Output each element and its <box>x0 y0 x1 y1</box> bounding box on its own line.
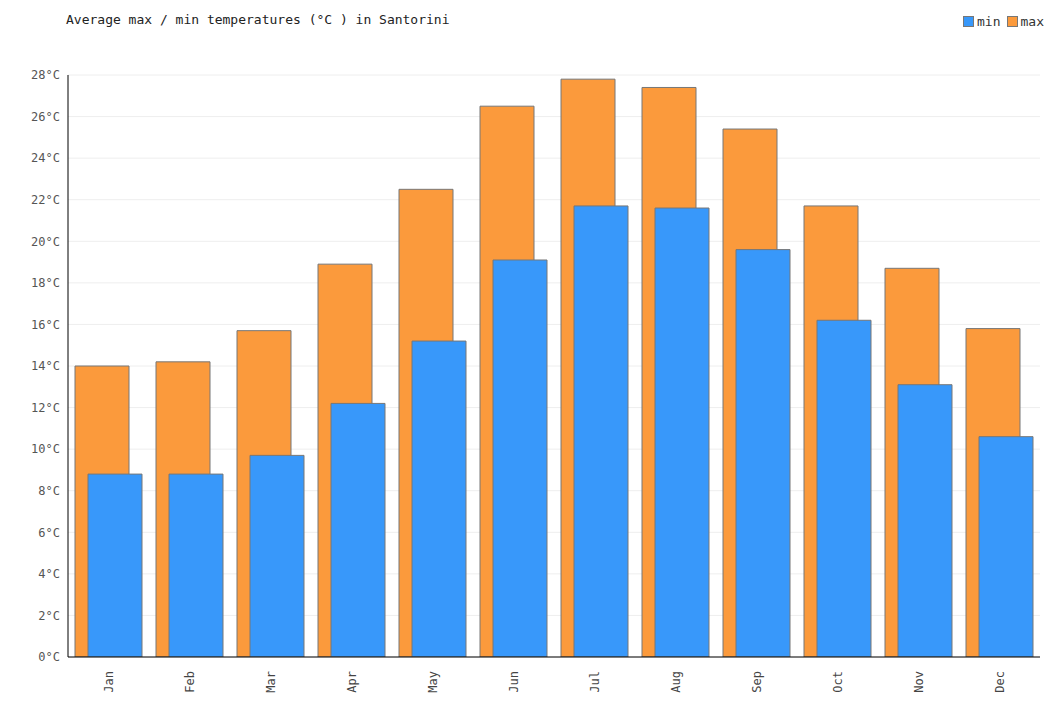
svg-text:May: May <box>426 671 440 693</box>
svg-text:24°C: 24°C <box>31 151 60 165</box>
svg-text:Jul: Jul <box>588 671 602 693</box>
svg-text:14°C: 14°C <box>31 359 60 373</box>
svg-text:Mar: Mar <box>264 671 278 693</box>
svg-text:16°C: 16°C <box>31 318 60 332</box>
svg-text:Apr: Apr <box>345 671 359 693</box>
svg-text:0°C: 0°C <box>38 650 60 664</box>
svg-text:Jun: Jun <box>507 671 521 693</box>
svg-text:8°C: 8°C <box>38 484 60 498</box>
svg-text:Sep: Sep <box>750 671 764 693</box>
html-text:Average max / min temperatures: Average max / min temperatures (°C ) in … <box>66 12 450 27</box>
html-text:max: max <box>1020 14 1044 29</box>
svg-text:26°C: 26°C <box>31 110 60 124</box>
svg-text:4°C: 4°C <box>38 567 60 581</box>
svg-text:18°C: 18°C <box>31 276 60 290</box>
svg-text:Feb: Feb <box>183 671 197 693</box>
html-text:min: min <box>977 14 1001 29</box>
svg-text:Oct: Oct <box>831 671 845 693</box>
svg-text:28°C: 28°C <box>31 68 60 82</box>
svg-text:12°C: 12°C <box>31 401 60 415</box>
svg-text:Nov: Nov <box>912 671 926 693</box>
svg-text:6°C: 6°C <box>38 526 60 540</box>
svg-text:20°C: 20°C <box>31 235 60 249</box>
svg-text:10°C: 10°C <box>31 442 60 456</box>
svg-text:Dec: Dec <box>993 671 1007 693</box>
svg-text:22°C: 22°C <box>31 193 60 207</box>
svg-text:Aug: Aug <box>669 671 683 693</box>
svg-text:Jan: Jan <box>102 671 116 693</box>
svg-text:2°C: 2°C <box>38 609 60 623</box>
